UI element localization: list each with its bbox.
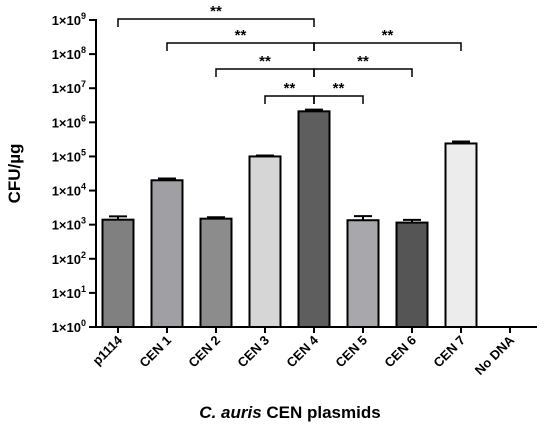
significance-label: **: [259, 53, 271, 70]
bar: [248, 155, 282, 328]
y-tick-label: 1×105: [52, 147, 86, 164]
x-tick-label: CEN 2: [185, 333, 223, 371]
x-axis-title-rest: CEN plasmids: [262, 403, 381, 422]
bar: [346, 219, 380, 328]
x-tick-label: CEN 3: [234, 333, 272, 371]
error-bars: [109, 108, 470, 223]
significance-label: **: [284, 80, 296, 97]
y-tick-exponent: 1: [81, 284, 86, 294]
y-tick-exponent: 2: [81, 250, 86, 260]
y-tick-exponent: 4: [81, 182, 86, 192]
significance-brackets: ** ** ** ** ** ** **: [117, 3, 462, 104]
bar: [395, 221, 429, 328]
significance-bracket: [117, 18, 315, 27]
x-tick-label: p1114: [89, 332, 125, 368]
x-tick-label: No DNA: [472, 332, 518, 378]
y-tick-label: 1×107: [52, 79, 86, 96]
significance-label: **: [357, 53, 369, 70]
bar: [199, 217, 233, 329]
y-tick-exponent: 7: [81, 79, 86, 89]
y-tick-label: 1×106: [52, 113, 86, 130]
y-tick-mantissa: 1×10: [52, 218, 81, 233]
significance-label: **: [333, 80, 345, 97]
x-tick-label: CEN 7: [430, 333, 468, 371]
y-tick-label: 1×102: [52, 250, 86, 267]
y-tick-mantissa: 1×10: [52, 149, 81, 164]
x-tick-label: CEN 5: [332, 333, 370, 371]
y-tick-mantissa: 1×10: [52, 184, 81, 199]
y-tick-label: 1×103: [52, 216, 86, 233]
x-tick-label: CEN 1: [136, 333, 174, 371]
significance-bracket: [313, 68, 413, 77]
y-tick-exponent: 8: [81, 45, 86, 55]
x-tick-label: CEN 6: [381, 333, 419, 371]
y-tick-mantissa: 1×10: [52, 81, 81, 96]
x-axis-title-italic: C. auris: [199, 403, 261, 422]
significance-label: **: [382, 27, 394, 44]
significance-bracket: [313, 95, 364, 104]
y-tick-label: 1×108: [52, 45, 86, 62]
bar: [150, 179, 184, 328]
y-axis-ticks: 1×1001×1011×1021×1031×1041×1051×1061×107…: [52, 11, 96, 335]
significance-bracket: [264, 95, 315, 104]
significance-bracket: [313, 42, 462, 51]
y-tick-exponent: 0: [81, 318, 86, 328]
significance-bracket: [215, 68, 315, 77]
y-tick-exponent: 6: [81, 113, 86, 123]
y-tick-exponent: 3: [81, 216, 86, 226]
significance-label: **: [210, 3, 222, 20]
significance-label: **: [235, 27, 247, 44]
y-tick-label: 1×109: [52, 11, 86, 28]
y-tick-mantissa: 1×10: [52, 252, 81, 267]
y-axis-title: CFU/µg: [5, 144, 24, 204]
significance-bracket: [166, 42, 315, 51]
bar: [444, 142, 478, 328]
x-axis-categories: p1114 CEN 1 CEN 2 CEN 3 CEN 4 CEN 5 CEN 6 CEN 7…: [89, 327, 518, 378]
y-tick-mantissa: 1×10: [52, 13, 81, 28]
bar: [101, 218, 135, 329]
y-tick-label: 1×104: [52, 182, 86, 199]
y-tick-label: 1×100: [52, 318, 86, 335]
x-tick-label: CEN 4: [283, 332, 321, 370]
y-tick-label: 1×101: [52, 284, 86, 301]
y-tick-mantissa: 1×10: [52, 320, 81, 335]
y-tick-exponent: 9: [81, 11, 86, 21]
y-tick-mantissa: 1×10: [52, 47, 81, 62]
x-axis-title: C. auris CEN plasmids: [199, 403, 380, 422]
bar: [297, 110, 331, 328]
y-tick-exponent: 5: [81, 147, 86, 157]
y-tick-mantissa: 1×10: [52, 286, 81, 301]
y-tick-mantissa: 1×10: [52, 115, 81, 130]
